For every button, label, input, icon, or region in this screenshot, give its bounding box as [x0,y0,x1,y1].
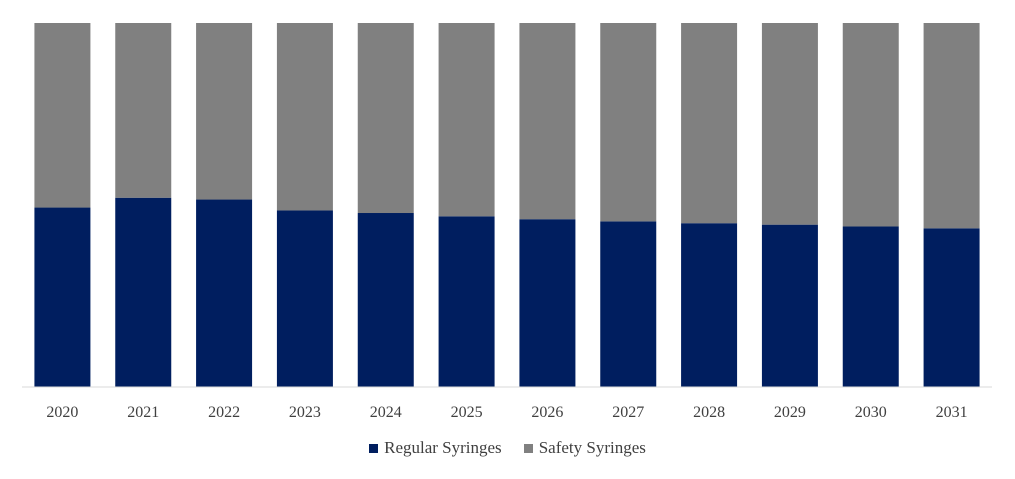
legend-swatch-safety [523,443,533,453]
bar-safety-2029 [761,23,818,225]
bar-regular-2021 [115,197,172,387]
legend-label-regular: Regular Syringes [384,438,502,457]
bar-regular-2027 [600,221,657,387]
x-tick-label: 2030 [855,404,887,421]
x-tick-label: 2025 [451,404,483,421]
bar-regular-2030 [842,226,899,387]
bar-regular-2028 [681,223,738,387]
bar-safety-2025 [438,23,495,217]
x-tick-label: 2020 [46,404,78,421]
bar-regular-2023 [276,210,333,387]
bar-regular-2026 [519,219,576,387]
x-tick-label: 2023 [289,404,321,421]
legend: Regular Syringes Safety Syringes [0,438,1015,458]
legend-item-regular: Regular Syringes [369,438,502,458]
x-tick-label: 2022 [208,404,240,421]
x-tick-label: 2024 [370,404,402,421]
bar-safety-2023 [276,23,333,211]
bar-safety-2030 [842,23,899,227]
x-tick-label: 2028 [693,404,725,421]
bar-regular-2024 [357,213,414,387]
bar-safety-2031 [923,23,980,229]
x-tick-label: 2027 [612,404,644,421]
x-tick-labels: 2020 2021 2022 2023 2024 2025 2026 2027 2028 2029… [46,404,967,421]
bars-group [34,23,980,387]
bar-regular-2031 [923,228,980,387]
bar-safety-2020 [34,23,91,208]
bar-safety-2028 [681,23,738,224]
bar-regular-2020 [34,207,91,387]
bar-safety-2026 [519,23,576,220]
stacked-bar-chart: 2020 2021 2022 2023 2024 2025 2026 2027 2028 2029… [22,23,992,421]
legend-item-safety: Safety Syringes [523,438,646,458]
x-tick-label: 2031 [936,404,968,421]
bar-safety-2022 [196,23,253,200]
bar-safety-2027 [600,23,657,222]
bar-regular-2025 [438,216,495,387]
x-tick-label: 2026 [531,404,563,421]
x-tick-label: 2029 [774,404,806,421]
legend-swatch-regular [369,443,379,453]
bar-safety-2024 [357,23,414,214]
bar-regular-2022 [196,199,253,387]
legend-label-safety: Safety Syringes [538,438,646,457]
bar-safety-2021 [115,23,172,198]
x-tick-label: 2021 [127,404,159,421]
bar-regular-2029 [761,224,818,387]
